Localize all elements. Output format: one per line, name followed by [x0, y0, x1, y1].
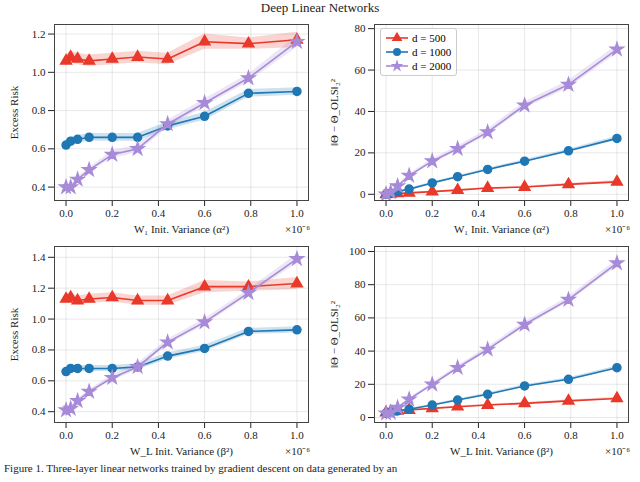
svg-text:1.0: 1.0: [610, 207, 624, 219]
svg-text:0.6: 0.6: [32, 142, 46, 154]
html-text:×10⁻⁶: ×10⁻⁶: [285, 223, 310, 235]
html-text:d = 500: d = 500: [412, 32, 446, 44]
svg-text:1.0: 1.0: [32, 66, 46, 78]
svg-text:0.8: 0.8: [564, 207, 578, 219]
svg-text:‖Θ − Θ_OLS‖₂²: ‖Θ − Θ_OLS‖₂²: [328, 78, 340, 146]
svg-text:40: 40: [355, 105, 367, 117]
svg-text:80: 80: [355, 22, 367, 34]
svg-text:1.2: 1.2: [32, 282, 46, 294]
svg-text:W₁ Init. Variance (α²): W₁ Init. Variance (α²): [134, 223, 229, 236]
svg-text:0.8: 0.8: [244, 207, 258, 219]
svg-text:W₁ Init. Variance (α²): W₁ Init. Variance (α²): [454, 223, 549, 236]
svg-text:60: 60: [355, 64, 367, 76]
svg-text:W_L Init. Variance (β²): W_L Init. Variance (β²): [450, 445, 553, 458]
svg-text:0.4: 0.4: [472, 207, 486, 219]
html-text:Deep Linear Networks: Deep Linear Networks: [260, 0, 380, 15]
html-text:×10⁻⁶: ×10⁻⁶: [605, 445, 630, 457]
svg-text:0.0: 0.0: [59, 429, 73, 441]
svg-text:Excess Risk: Excess Risk: [8, 307, 20, 361]
svg-text:0.4: 0.4: [32, 405, 46, 417]
svg-text:0.6: 0.6: [518, 429, 532, 441]
svg-text:0.2: 0.2: [105, 207, 119, 219]
svg-text:0.2: 0.2: [425, 207, 439, 219]
svg-text:80: 80: [355, 278, 367, 290]
svg-text:1.0: 1.0: [32, 313, 46, 325]
html-text:d = 2000: d = 2000: [412, 60, 452, 72]
svg-text:1.0: 1.0: [290, 207, 304, 219]
svg-text:0.8: 0.8: [32, 343, 46, 355]
svg-text:0.4: 0.4: [152, 207, 166, 219]
svg-text:0.6: 0.6: [518, 207, 532, 219]
svg-text:0: 0: [360, 411, 366, 423]
html-text:×10⁻⁶: ×10⁻⁶: [285, 445, 310, 457]
svg-text:0.8: 0.8: [32, 104, 46, 116]
svg-text:1.2: 1.2: [32, 28, 46, 40]
html-text:×10⁻⁶: ×10⁻⁶: [605, 223, 630, 235]
svg-text:0.4: 0.4: [32, 181, 46, 193]
svg-text:1.0: 1.0: [290, 429, 304, 441]
svg-text:20: 20: [355, 146, 367, 158]
svg-text:0.4: 0.4: [472, 429, 486, 441]
svg-text:1.0: 1.0: [610, 429, 624, 441]
svg-text:0.8: 0.8: [244, 429, 258, 441]
svg-text:0.2: 0.2: [425, 429, 439, 441]
svg-text:0.8: 0.8: [564, 429, 578, 441]
svg-text:100: 100: [349, 245, 366, 257]
svg-text:0.0: 0.0: [379, 429, 393, 441]
svg-text:0.6: 0.6: [198, 207, 212, 219]
svg-text:20: 20: [355, 378, 367, 390]
svg-text:0.0: 0.0: [59, 207, 73, 219]
svg-text:0: 0: [360, 188, 366, 200]
svg-text:0.6: 0.6: [198, 429, 212, 441]
html-text:Figure 1. Three-layer linear n: Figure 1. Three-layer linear networks tr…: [4, 462, 398, 474]
svg-text:W_L Init. Variance (β²): W_L Init. Variance (β²): [130, 445, 233, 458]
svg-text:1.4: 1.4: [32, 251, 46, 263]
html-text:d = 1000: d = 1000: [412, 46, 452, 58]
svg-text:Excess Risk: Excess Risk: [8, 85, 20, 139]
svg-text:40: 40: [355, 345, 367, 357]
svg-text:0.2: 0.2: [105, 429, 119, 441]
svg-text:0.4: 0.4: [152, 429, 166, 441]
svg-text:0.0: 0.0: [379, 207, 393, 219]
svg-text:60: 60: [355, 311, 367, 323]
svg-text:‖Θ − Θ_OLS‖₂²: ‖Θ − Θ_OLS‖₂²: [328, 300, 340, 368]
svg-text:0.6: 0.6: [32, 374, 46, 386]
